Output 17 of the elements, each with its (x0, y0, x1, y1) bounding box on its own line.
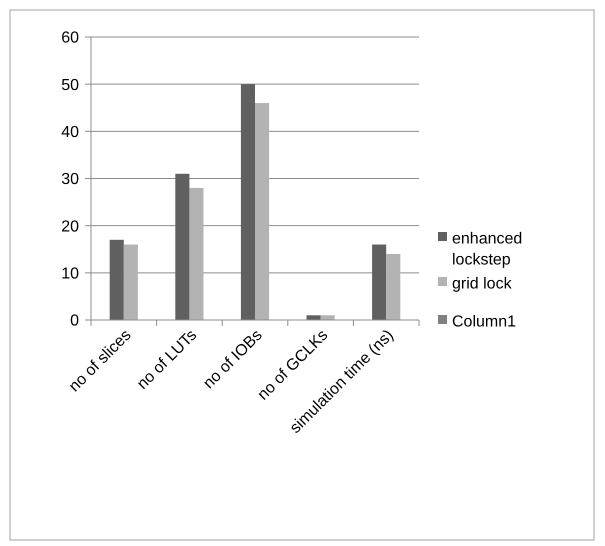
bar (110, 240, 124, 320)
y-tick-label: 10 (61, 265, 80, 282)
y-tick-label: 60 (61, 30, 80, 47)
legend-label: Column1 (452, 314, 516, 331)
bar (175, 174, 190, 320)
bar (124, 244, 138, 320)
y-tick-label: 50 (61, 76, 80, 94)
bar (255, 103, 270, 320)
bar (372, 244, 386, 320)
legend-label: grid lock (452, 276, 513, 293)
bar (189, 188, 204, 320)
bar (386, 254, 400, 320)
y-tick-label: 0 (70, 312, 80, 330)
y-tick-label: 20 (61, 218, 80, 236)
bar (240, 84, 255, 320)
y-tick-label: 40 (61, 124, 80, 141)
y-tick-label: 30 (61, 171, 80, 188)
